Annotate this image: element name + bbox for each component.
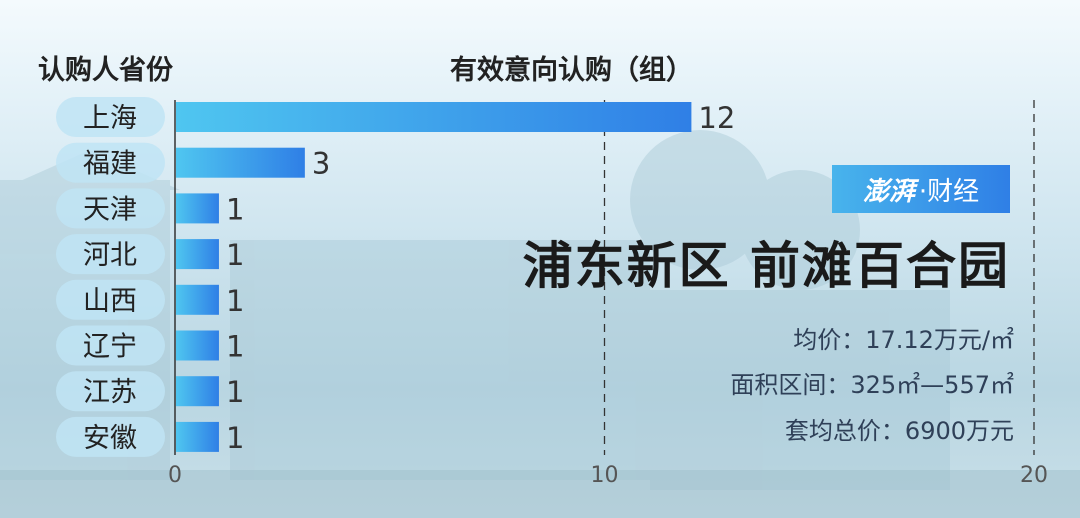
category-pill: [56, 234, 165, 275]
bar: [176, 147, 305, 178]
data-label: 1: [226, 375, 244, 409]
category-label: 河北: [83, 240, 137, 271]
bar: [176, 284, 219, 315]
data-label: 1: [226, 330, 244, 364]
thepaper-finance-badge: 澎湃 ·财经: [832, 165, 1010, 213]
data-label: 1: [226, 284, 244, 318]
y-axis-title: 认购人省份: [38, 55, 173, 86]
category-pill: [56, 188, 165, 229]
x-tick-label: 10: [591, 463, 619, 488]
category-pill: [56, 325, 165, 366]
category-pill: [56, 416, 165, 457]
category-label: 安徽: [83, 423, 137, 454]
chart-title: 有效意向认购（组）: [450, 55, 693, 86]
category-pill: [56, 279, 165, 320]
data-label: 1: [226, 238, 244, 272]
category-label: 上海: [83, 103, 137, 134]
bar: [176, 421, 219, 452]
category-label: 天津: [83, 194, 137, 225]
x-tick-label: 0: [168, 463, 182, 488]
x-tick-label: 20: [1020, 463, 1048, 488]
data-label: 3: [312, 147, 330, 181]
bar: [176, 102, 692, 132]
bar: [176, 193, 219, 224]
category-label: 福建: [83, 149, 137, 180]
avg-price: 均价：17.12万元/㎡: [793, 326, 1014, 354]
data-label: 1: [226, 192, 244, 226]
category-pill: [56, 371, 165, 412]
total-price: 套均总价：6900万元: [784, 417, 1014, 445]
bar: [176, 376, 219, 407]
category-label: 江苏: [83, 377, 137, 408]
category-label: 辽宁: [83, 332, 137, 363]
category-pill: [56, 97, 165, 137]
area-range: 面积区间：325㎡—557㎡: [730, 371, 1014, 399]
data-label: 12: [698, 101, 735, 135]
badge-section: ·财经: [918, 176, 980, 207]
bar: [176, 239, 219, 270]
thepaper-logo: 澎湃: [862, 176, 915, 207]
bar: [176, 330, 219, 361]
data-label: 1: [226, 421, 244, 455]
category-label: 山西: [83, 286, 137, 317]
category-pill: [56, 142, 165, 183]
project-name: 浦东新区 前滩百合园: [522, 237, 1010, 295]
